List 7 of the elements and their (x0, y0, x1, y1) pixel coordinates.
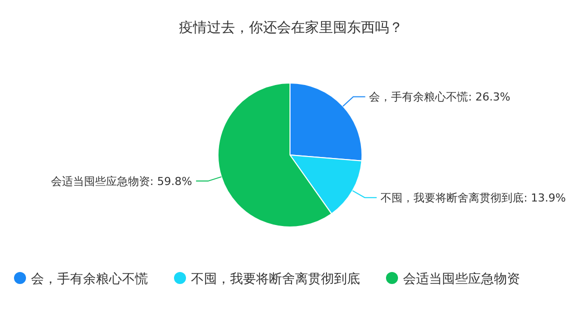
legend-label: 会适当囤些应急物资 (403, 271, 520, 287)
legend-label: 不囤，我要将断舍离贯彻到底 (191, 271, 360, 287)
data-label: 会适当囤些应急物资: 59.8% (50, 175, 192, 188)
data-label: 不囤，我要将断舍离贯彻到底: 13.9% (380, 192, 566, 205)
legend-label: 会，手有余粮心不慌 (31, 271, 148, 287)
chart-title: 疫情过去，你还会在家里囤东西吗？ (179, 20, 403, 36)
data-label: 会，手有余粮心不慌: 26.3% (369, 90, 510, 104)
